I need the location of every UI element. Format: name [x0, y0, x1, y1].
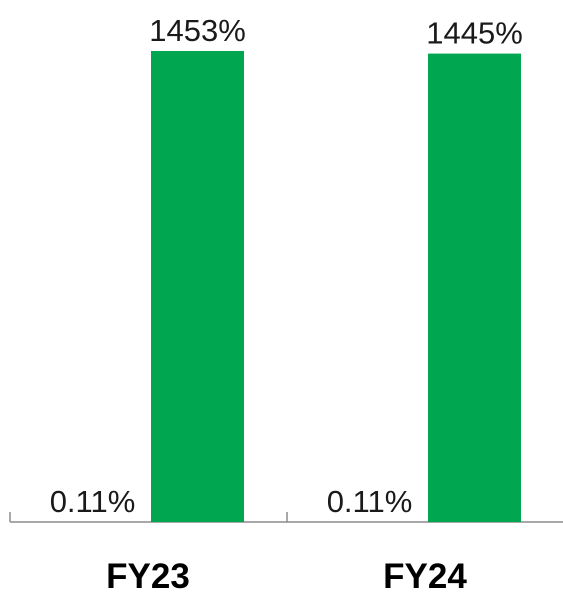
value-label-fy23-series-1: 1453% [149, 13, 246, 48]
category-label-fy23: FY23 [106, 557, 190, 592]
value-label-fy23-series-0: 0.11% [50, 484, 136, 519]
category-label-fy24: FY24 [383, 557, 467, 592]
label-group: 0.11% 1453% FY23 0.11% 1445% FY24 [50, 13, 523, 592]
value-label-fy24-series-1: 1445% [426, 16, 523, 51]
bar-fy24-series-1 [428, 53, 521, 522]
bar-group [46, 51, 521, 522]
value-label-fy24-series-0: 0.11% [327, 484, 413, 519]
bar-fy23-series-1 [151, 51, 244, 522]
